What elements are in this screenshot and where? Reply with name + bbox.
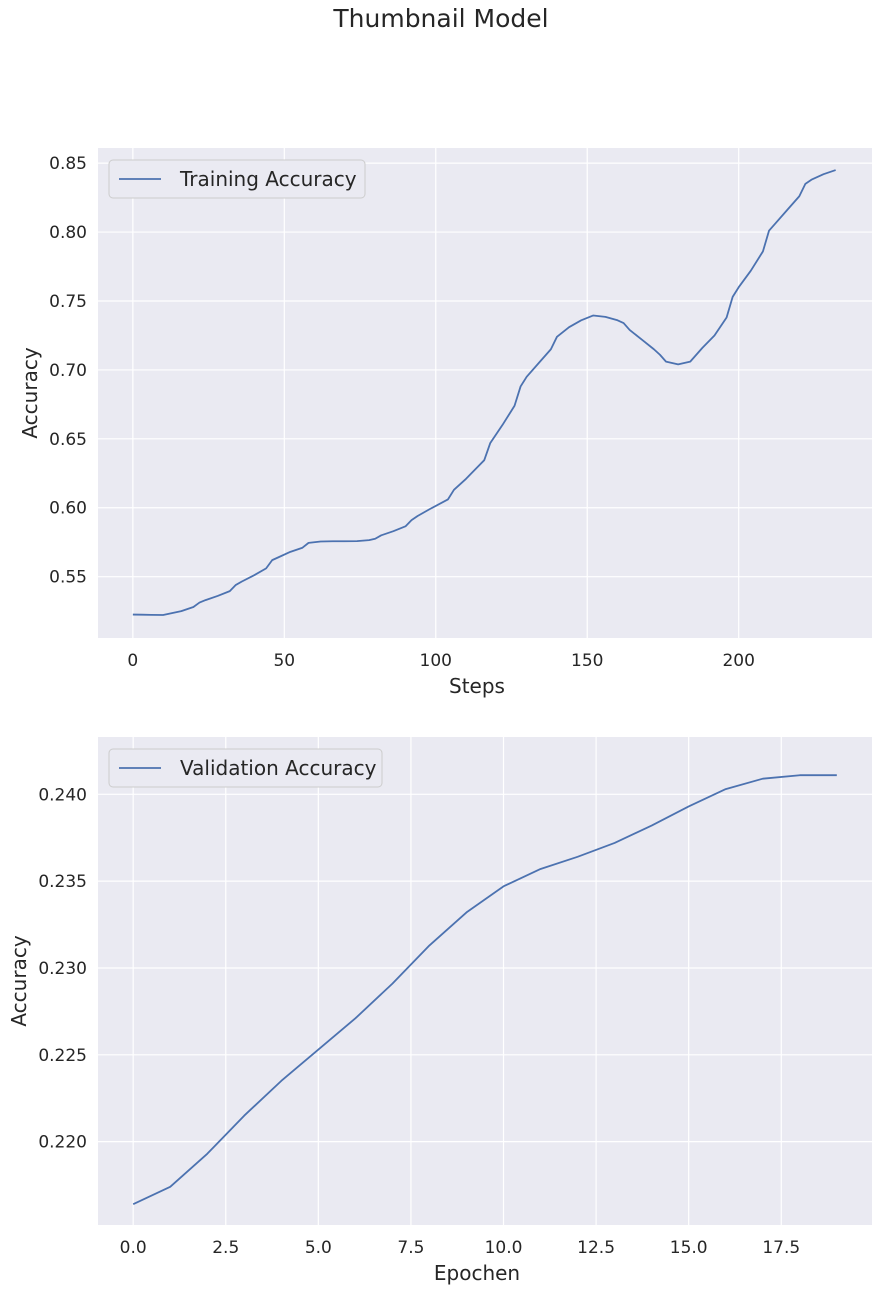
- training-y-axis-label: Accuracy: [18, 347, 42, 438]
- validation-ytick-label: 0.225: [38, 1046, 87, 1066]
- training-xtick-label: 100: [420, 651, 452, 671]
- training-ytick-label: 0.70: [49, 361, 87, 381]
- training-legend: Training Accuracy: [108, 159, 366, 199]
- validation-xtick-label: 2.5: [212, 1238, 239, 1258]
- validation-plot-area: [98, 737, 872, 1225]
- training-xtick-label: 0: [127, 651, 138, 671]
- training-ytick-label: 0.55: [49, 568, 87, 588]
- training-xtick-label: 200: [722, 651, 754, 671]
- training-legend-label: Training Accuracy: [179, 167, 357, 191]
- validation-series-line: [132, 774, 837, 1205]
- validation-legend: Validation Accuracy: [108, 748, 383, 788]
- training-legend-box: [108, 159, 366, 199]
- validation-ytick-label: 0.230: [38, 959, 87, 979]
- validation-y-axis-label: Accuracy: [7, 935, 31, 1026]
- validation-legend-box: [108, 748, 383, 788]
- training-ytick-label: 0.75: [49, 292, 87, 312]
- training-xtick-label: 50: [273, 651, 295, 671]
- training-ytick-label: 0.85: [49, 154, 87, 174]
- validation-xtick-label: 12.5: [577, 1238, 615, 1258]
- validation-legend-label: Validation Accuracy: [180, 756, 377, 780]
- validation-ytick-label: 0.240: [38, 785, 87, 805]
- validation-xtick-label: 7.5: [397, 1238, 424, 1258]
- training-ytick-label: 0.65: [49, 430, 87, 450]
- training-x-axis-label: Steps: [449, 674, 505, 698]
- training-xtick-label: 150: [571, 651, 603, 671]
- training-chart: 0 50 100 150 200 0.55 0.60 0.65 0.70 0.75 0.80 0.85…: [18, 148, 872, 698]
- validation-xtick-label: 10.0: [485, 1238, 523, 1258]
- validation-chart: 0.0 2.5 5.0 7.5 10.0 12.5 15.0 17.5 0.220 0.225 0.…: [7, 737, 872, 1285]
- validation-xtick-label: 0.0: [120, 1238, 147, 1258]
- validation-ytick-label: 0.235: [38, 872, 87, 892]
- figure-title: Thumbnail Model: [333, 4, 549, 33]
- training-ytick-label: 0.60: [49, 499, 87, 519]
- training-series-line: [132, 169, 836, 616]
- validation-xtick-label: 5.0: [305, 1238, 332, 1258]
- validation-xtick-label: 15.0: [670, 1238, 708, 1258]
- validation-xtick-label: 17.5: [762, 1238, 800, 1258]
- training-plot-area: [98, 148, 872, 638]
- validation-ytick-label: 0.220: [38, 1133, 87, 1153]
- validation-x-axis-label: Epochen: [434, 1261, 520, 1285]
- training-ytick-label: 0.80: [49, 223, 87, 243]
